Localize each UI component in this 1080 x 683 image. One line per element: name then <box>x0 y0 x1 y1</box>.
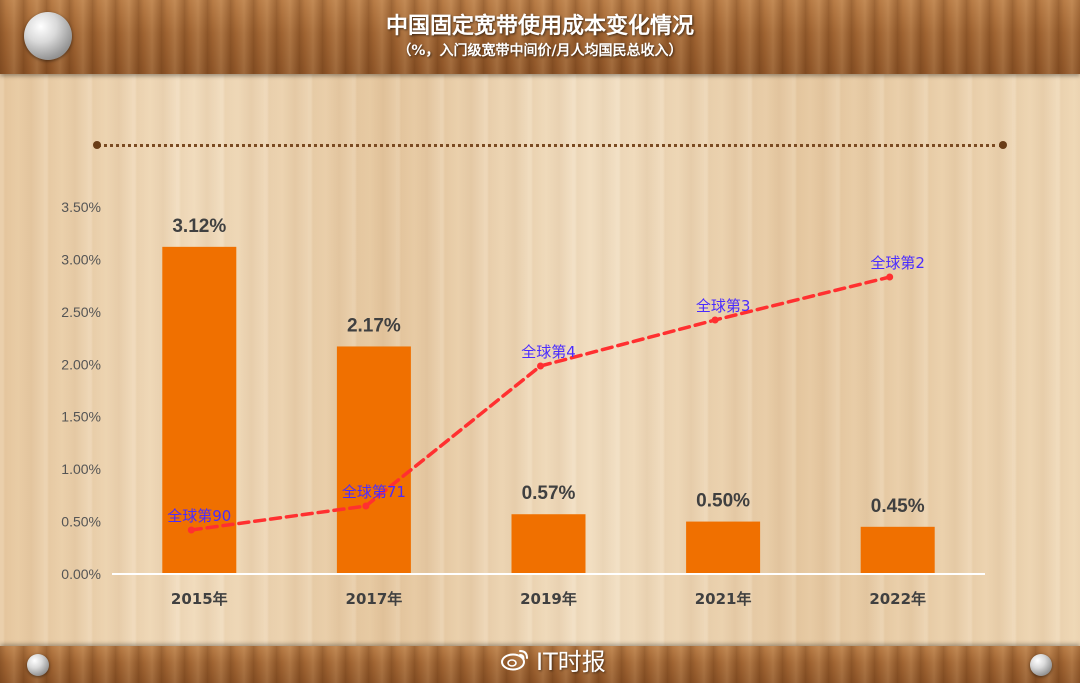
rank-point <box>711 316 719 324</box>
bar-value-label: 3.12% <box>172 216 226 237</box>
rank-point <box>537 362 544 370</box>
weibo-icon <box>501 650 528 671</box>
y-tick-label: 3.00% <box>61 251 101 267</box>
bar <box>511 514 586 574</box>
bar-value-label: 0.50% <box>696 491 750 512</box>
bar-value-label: 2.17% <box>347 315 401 336</box>
rank-label: 全球第4 <box>521 343 576 361</box>
x-axis-labels: 2015年 2017年 2019年 2021年 2022年 <box>171 590 926 608</box>
watermark: IT时报 <box>500 644 606 676</box>
x-tick-label: 2022年 <box>869 590 926 608</box>
chart-title: 中国固定宽带使用成本变化情况 <box>385 14 694 39</box>
y-tick-label: 1.00% <box>61 461 101 477</box>
watermark-text: IT时报 <box>536 647 606 676</box>
bar <box>686 521 761 574</box>
y-tick-label: 2.50% <box>61 304 101 320</box>
y-tick-label: 0.50% <box>61 514 101 530</box>
bottom-right-knob-icon <box>1030 654 1052 676</box>
rank-point <box>187 526 195 534</box>
rank-label: 全球第3 <box>696 297 751 315</box>
x-tick-label: 2021年 <box>695 590 752 608</box>
rank-line-series: 全球第90 全球第71 全球第4 全球第3 全球第2 <box>167 254 925 534</box>
x-tick-label: 2015年 <box>171 590 228 608</box>
rank-point <box>886 273 894 281</box>
rank-label: 全球第90 <box>167 507 231 525</box>
y-tick-label: 0.00% <box>61 566 101 582</box>
y-axis-ticks: 0.00% 0.50% 1.00% 1.50% 2.00% 2.50% 3.00% 3.50% <box>61 199 101 582</box>
chart-subtitle: （%，入门级宽带中间价/月人均国民总收入） <box>397 43 683 59</box>
top-left-knob-icon <box>24 12 72 60</box>
bottom-wood-plank <box>0 646 1080 683</box>
divider-end-dot-right <box>999 141 1007 149</box>
rank-label: 全球第71 <box>342 483 406 501</box>
x-tick-label: 2017年 <box>346 590 403 608</box>
bar-value-label: 0.57% <box>522 483 576 504</box>
decorative-dotted-divider <box>97 144 1003 147</box>
bar-value-label: 0.45% <box>871 496 925 517</box>
y-tick-label: 3.50% <box>61 199 101 215</box>
bars <box>162 246 935 575</box>
bar-value-labels: 3.12% 2.17% 0.57% 0.50% 0.45% <box>172 216 924 517</box>
bottom-left-knob-icon <box>27 654 49 676</box>
top-wood-plank <box>0 0 1080 74</box>
bar <box>162 246 237 575</box>
x-tick-label: 2019年 <box>520 590 577 608</box>
rank-point <box>362 502 370 510</box>
rank-label: 全球第2 <box>870 254 925 272</box>
bar <box>336 346 411 574</box>
divider-end-dot-left <box>93 141 101 149</box>
bar <box>860 526 935 574</box>
y-tick-label: 2.00% <box>61 356 101 372</box>
y-tick-label: 1.50% <box>61 409 101 425</box>
